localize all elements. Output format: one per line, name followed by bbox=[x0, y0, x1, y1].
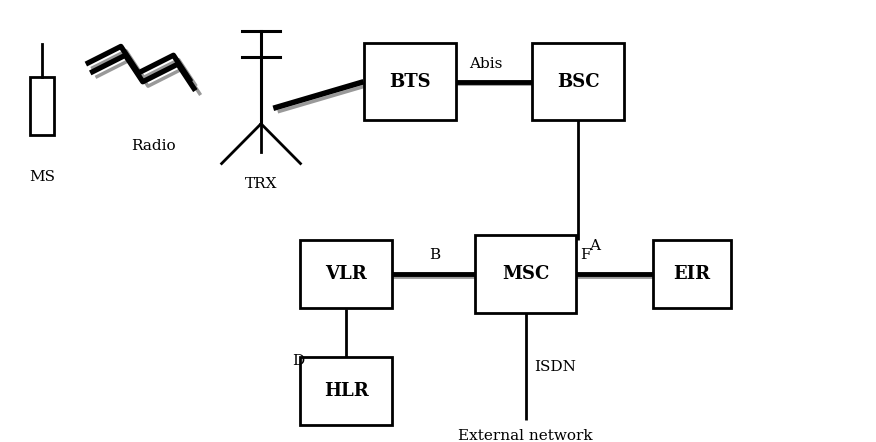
Text: B: B bbox=[429, 248, 441, 262]
Text: BSC: BSC bbox=[557, 73, 599, 91]
Text: D: D bbox=[292, 354, 304, 368]
Text: ISDN: ISDN bbox=[534, 360, 576, 374]
Text: External network: External network bbox=[458, 429, 593, 442]
Text: MSC: MSC bbox=[502, 265, 549, 283]
Text: BTS: BTS bbox=[389, 73, 431, 91]
Bar bbox=[300, 240, 392, 309]
Text: Radio: Radio bbox=[131, 139, 175, 153]
Bar bbox=[300, 357, 392, 425]
Text: MS: MS bbox=[29, 170, 55, 184]
Text: F: F bbox=[580, 248, 590, 262]
Text: EIR: EIR bbox=[674, 265, 710, 283]
Bar bbox=[30, 77, 54, 135]
Bar bbox=[364, 43, 456, 121]
Bar bbox=[475, 235, 576, 313]
Text: Abis: Abis bbox=[469, 57, 502, 71]
Text: TRX: TRX bbox=[244, 177, 278, 191]
Bar bbox=[533, 43, 624, 121]
Text: HLR: HLR bbox=[323, 382, 369, 400]
Text: A: A bbox=[589, 239, 600, 253]
Text: VLR: VLR bbox=[325, 265, 367, 283]
Bar bbox=[653, 240, 731, 309]
